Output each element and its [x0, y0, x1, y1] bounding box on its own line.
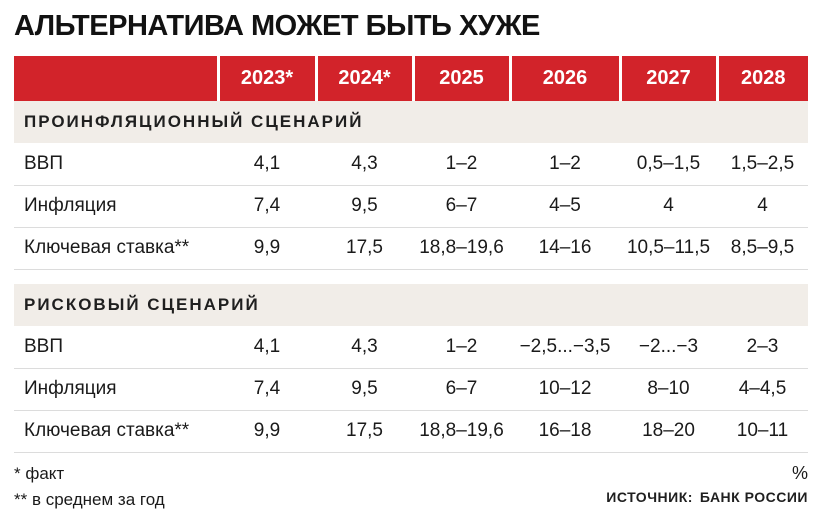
section-header-proinflation: ПРОИНФЛЯЦИОННЫЙ СЦЕНАРИЙ: [14, 101, 808, 143]
value-cell: 18,8–19,6: [413, 410, 510, 453]
table-row: Инфляция 7,4 9,5 6–7 4–5 4 4: [14, 185, 808, 228]
value-cell: 1–2: [413, 143, 510, 186]
row-label: Инфляция: [14, 185, 218, 228]
footer-meta: % ИСТОЧНИК: БАНК РОССИИ: [606, 461, 808, 505]
value-cell: 17,5: [316, 410, 413, 453]
row-label: ВВП: [14, 143, 218, 186]
value-cell: 4: [620, 185, 717, 228]
value-cell: 4: [717, 185, 808, 228]
value-cell: 18–20: [620, 410, 717, 453]
value-cell: 6–7: [413, 185, 510, 228]
footnote-fact: * факт: [14, 463, 65, 483]
value-cell: 1–2: [510, 143, 620, 186]
header-cell-empty: [14, 56, 218, 101]
value-cell: 14–16: [510, 227, 620, 270]
value-cell: −2,5...−3,5: [510, 326, 620, 369]
value-cell: 4,1: [218, 143, 316, 186]
row-label: Ключевая ставка**: [14, 227, 218, 270]
row-label: Ключевая ставка**: [14, 410, 218, 453]
table-header-row: 2023* 2024* 2025 2026 2027 2028: [14, 56, 808, 101]
header-cell-2024: 2024*: [314, 56, 413, 101]
section-header-label: ПРОИНФЛЯЦИОННЫЙ СЦЕНАРИЙ: [14, 101, 808, 143]
value-cell: 1–2: [413, 326, 510, 369]
footnotes: * факт ** в среднем за год: [14, 461, 165, 513]
value-cell: 8,5–9,5: [717, 227, 808, 270]
source-line: ИСТОЧНИК: БАНК РОССИИ: [606, 489, 808, 505]
value-cell: 18,8–19,6: [413, 227, 510, 270]
section-gap: [14, 269, 808, 284]
value-cell: 4–4,5: [717, 368, 808, 411]
value-cell: 10,5–11,5: [620, 227, 717, 270]
table-row: ВВП 4,1 4,3 1–2 1–2 0,5–1,5 1,5–2,5: [14, 143, 808, 186]
value-cell: 16–18: [510, 410, 620, 453]
value-cell: 7,4: [218, 185, 316, 228]
source-value: БАНК РОССИИ: [699, 488, 808, 505]
value-cell: 4,3: [316, 326, 413, 369]
scenario-table: 2023* 2024* 2025 2026 2027 2028 ПРОИНФЛЯ…: [14, 56, 808, 453]
header-cell-2027: 2027: [618, 56, 717, 101]
value-cell: 9,5: [316, 368, 413, 411]
value-cell: 9,5: [316, 185, 413, 228]
source-label: ИСТОЧНИК:: [606, 488, 693, 505]
section-header-risk: РИСКОВЫЙ СЦЕНАРИЙ: [14, 284, 808, 326]
value-cell: 4,1: [218, 326, 316, 369]
footer: * факт ** в среднем за год % ИСТОЧНИК: БА…: [14, 461, 808, 513]
value-cell: 10–12: [510, 368, 620, 411]
value-cell: 6–7: [413, 368, 510, 411]
value-cell: 1,5–2,5: [717, 143, 808, 186]
value-cell: 17,5: [316, 227, 413, 270]
header-cell-2025: 2025: [411, 56, 510, 101]
value-cell: 4,3: [316, 143, 413, 186]
header-cell-2026: 2026: [508, 56, 620, 101]
table-row: ВВП 4,1 4,3 1–2 −2,5...−3,5 −2...−3 2–3: [14, 326, 808, 369]
header-cell-2028: 2028: [715, 56, 808, 101]
value-cell: 9,9: [218, 227, 316, 270]
section-header-label: РИСКОВЫЙ СЦЕНАРИЙ: [14, 284, 808, 326]
value-cell: 7,4: [218, 368, 316, 411]
row-label: ВВП: [14, 326, 218, 369]
value-cell: 2–3: [717, 326, 808, 369]
value-cell: −2...−3: [620, 326, 717, 369]
table-row: Ключевая ставка** 9,9 17,5 18,8–19,6 16–…: [14, 410, 808, 453]
value-cell: 0,5–1,5: [620, 143, 717, 186]
page-title: АЛЬТЕРНАТИВА МОЖЕТ БЫТЬ ХУЖЕ: [14, 10, 540, 42]
table-row: Ключевая ставка** 9,9 17,5 18,8–19,6 14–…: [14, 227, 808, 270]
unit-label: %: [791, 462, 808, 483]
value-cell: 4–5: [510, 185, 620, 228]
value-cell: 8–10: [620, 368, 717, 411]
header-cell-2023: 2023*: [216, 56, 316, 101]
table-row: Инфляция 7,4 9,5 6–7 10–12 8–10 4–4,5: [14, 368, 808, 411]
value-cell: 10–11: [717, 410, 808, 453]
row-label: Инфляция: [14, 368, 218, 411]
footnote-average: ** в среднем за год: [14, 489, 165, 509]
value-cell: 9,9: [218, 410, 316, 453]
